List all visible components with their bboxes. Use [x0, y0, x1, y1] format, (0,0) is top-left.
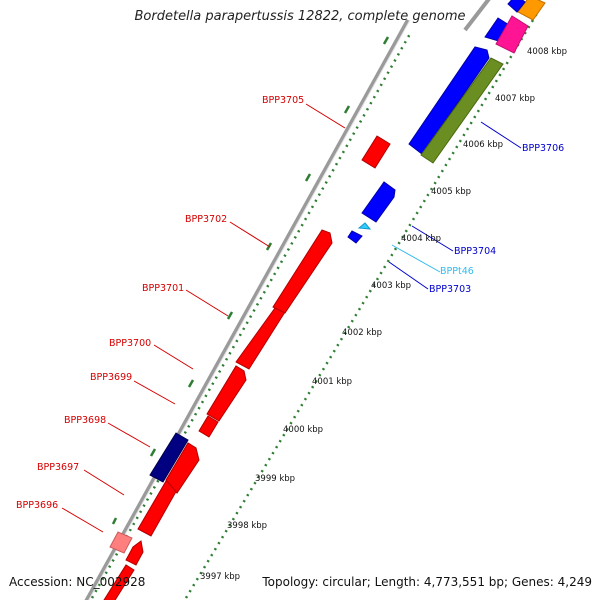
gene-orange-arrow[interactable]: [517, 0, 546, 21]
kbp-tick-label: 3998 kbp: [227, 521, 267, 531]
kbp-tick-label: 4008 kbp: [527, 47, 567, 57]
gene-label-bpp3700[interactable]: BPP3700: [109, 338, 151, 349]
gene-label-bppt46[interactable]: BPPt46: [440, 266, 474, 277]
trna-bppt46[interactable]: [357, 222, 372, 230]
right-leader-lines: [388, 121, 522, 290]
gene-pink-small[interactable]: [109, 531, 133, 554]
inner-tick-track: [184, 0, 547, 599]
gene-label-bpp3705[interactable]: BPP3705: [262, 95, 304, 106]
gene-magenta-arrow[interactable]: [495, 15, 529, 54]
genome-backbone-upper: [463, 0, 491, 32]
outer-major-ticks: [111, 36, 390, 525]
kbp-tick-label: 4006 kbp: [463, 140, 503, 150]
gene-bpp3700-arrow[interactable]: [198, 415, 219, 438]
gene-label-bpp3704[interactable]: BPP3704: [454, 246, 496, 257]
kbp-tick-label: 4001 kbp: [312, 377, 352, 387]
kbp-tick-label: 4007 kbp: [495, 94, 535, 104]
gene-label-bpp3701[interactable]: BPP3701: [142, 283, 184, 294]
gene-label-bpp3699[interactable]: BPP3699: [90, 372, 132, 383]
kbp-tick-label: 4002 kbp: [342, 328, 382, 338]
gene-bpp3696-arrow[interactable]: [103, 564, 135, 600]
gene-label-bpp3697[interactable]: BPP3697: [37, 462, 79, 473]
genome-title: Bordetella parapertussis 12822, complete…: [134, 9, 466, 24]
kbp-tick-label: 4005 kbp: [431, 187, 471, 197]
gene-label-bpp3702[interactable]: BPP3702: [185, 214, 227, 225]
left-leader-lines: [61, 103, 346, 533]
kbp-tick-label: 3997 kbp: [200, 572, 240, 582]
kbp-tick-label: 4000 kbp: [283, 425, 323, 435]
gene-bpp3701-arrow[interactable]: [206, 365, 247, 422]
kbp-tick-label: 4003 kbp: [371, 281, 411, 291]
gene-label-bpp3696[interactable]: BPP3696: [16, 500, 58, 511]
gene-label-bpp3706[interactable]: BPP3706: [522, 143, 564, 154]
gene-label-bpp3703[interactable]: BPP3703: [429, 284, 471, 295]
gene-bpp3697-arrow[interactable]: [125, 540, 144, 566]
genome-backbone: [84, 19, 410, 600]
kbp-tick-label: 4004 kbp: [401, 234, 441, 244]
gene-navy-arrow[interactable]: [149, 432, 189, 483]
gene-bpp3704-arrow[interactable]: [361, 181, 396, 223]
gene-blue-top[interactable]: [507, 0, 526, 13]
gene-olive-arrow[interactable]: [420, 57, 504, 164]
gene-bpp3698-arrow[interactable]: [137, 480, 179, 537]
gene-bpp3699-arrow[interactable]: [165, 442, 200, 494]
outer-tick-track: [90, 31, 413, 599]
gene-bpp3705-arrow[interactable]: [272, 229, 333, 314]
accession-text: Accession: NC_002928: [9, 575, 146, 589]
gene-label-bpp3698[interactable]: BPP3698: [64, 415, 106, 426]
kbp-tick-label: 3999 kbp: [255, 474, 295, 484]
gene-bpp3706-arrow[interactable]: [408, 46, 490, 155]
genome-summary-text: Topology: circular; Length: 4,773,551 bp…: [262, 575, 592, 589]
gene-red-top[interactable]: [361, 135, 391, 169]
gene-bpp3703-arrow[interactable]: [347, 230, 363, 244]
